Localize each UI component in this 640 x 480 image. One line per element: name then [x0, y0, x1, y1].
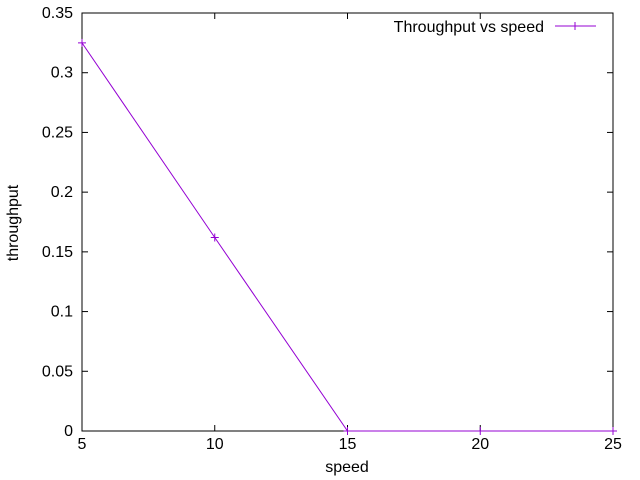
- x-tick-label: 5: [78, 436, 87, 453]
- legend: Throughput vs speed: [394, 19, 596, 36]
- y-tick-label: 0.35: [42, 5, 73, 22]
- y-tick-label: 0: [64, 423, 73, 440]
- x-tick-label: 15: [339, 436, 357, 453]
- y-axis-label: throughput: [5, 184, 22, 261]
- y-tick-label: 0.05: [42, 363, 73, 380]
- x-axis-label: speed: [325, 459, 369, 476]
- y-tick-label: 0.3: [51, 65, 73, 82]
- series-layer: [78, 38, 617, 435]
- data-point: [78, 38, 86, 47]
- series-line: [81, 42, 613, 432]
- x-tick-label: 10: [206, 436, 224, 453]
- legend-marker: [571, 22, 579, 30]
- x-tick-label: 20: [471, 436, 489, 453]
- data-point: [476, 427, 485, 435]
- data-point: [609, 427, 617, 435]
- data-point: [343, 427, 352, 435]
- data-point: [210, 233, 219, 242]
- legend-label: Throughput vs speed: [394, 19, 544, 36]
- y-tick-label: 0.1: [51, 304, 73, 321]
- y-tick-label: 0.15: [42, 244, 73, 261]
- axes: 5 10 15 20 25 0 0.05 0.1 0.15 0.2 0.25 0.3 0.35: [42, 5, 622, 453]
- y-tick-label: 0.25: [42, 124, 73, 141]
- y-tick-label: 0.2: [51, 184, 73, 201]
- x-tick-label: 25: [604, 436, 622, 453]
- plot-frame: [81, 12, 614, 432]
